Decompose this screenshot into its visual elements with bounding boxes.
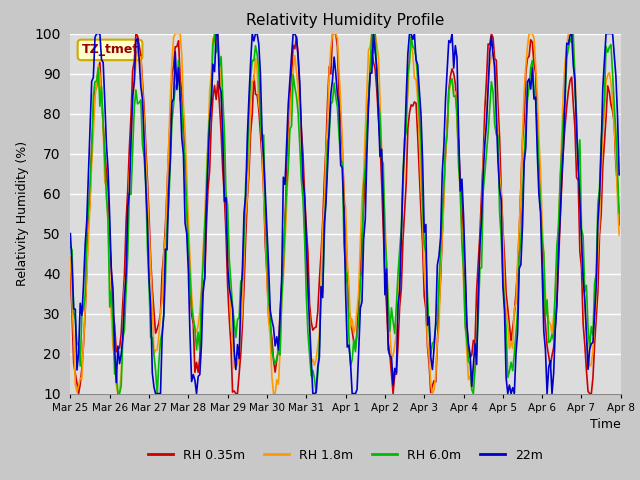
Legend: RH 0.35m, RH 1.8m, RH 6.0m, 22m: RH 0.35m, RH 1.8m, RH 6.0m, 22m [143, 444, 548, 467]
Y-axis label: Relativity Humidity (%): Relativity Humidity (%) [16, 141, 29, 286]
Text: TZ_tmet: TZ_tmet [81, 43, 139, 56]
Title: Relativity Humidity Profile: Relativity Humidity Profile [246, 13, 445, 28]
X-axis label: Time: Time [590, 418, 621, 431]
